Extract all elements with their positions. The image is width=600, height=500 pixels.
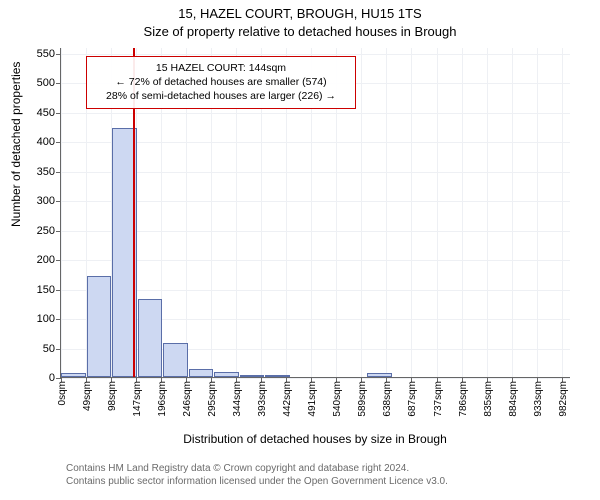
y-tick-label: 450: [37, 107, 61, 119]
footer-attribution: Contains HM Land Registry data © Crown c…: [66, 462, 448, 488]
chart-title: 15, HAZEL COURT, BROUGH, HU15 1TS: [0, 6, 600, 21]
x-tick-label: 442sqm: [282, 377, 293, 417]
histogram-bar: [189, 369, 214, 377]
y-tick-label: 350: [37, 166, 61, 178]
gridline-h: [61, 142, 570, 143]
y-tick-label: 400: [37, 136, 61, 148]
gridline-v: [411, 48, 412, 377]
gridline-v: [562, 48, 563, 377]
x-tick-label: 393sqm: [257, 377, 268, 417]
x-tick-label: 0sqm: [57, 377, 68, 405]
x-tick-label: 638sqm: [382, 377, 393, 417]
x-tick-label: 884sqm: [508, 377, 519, 417]
histogram-bar: [163, 343, 188, 377]
x-tick-label: 589sqm: [357, 377, 368, 417]
annotation-line: 28% of semi-detached houses are larger (…: [93, 89, 349, 103]
x-tick-label: 98sqm: [107, 377, 118, 411]
annotation-line: 15 HAZEL COURT: 144sqm: [93, 61, 349, 75]
histogram-bar: [138, 299, 163, 377]
gridline-v: [462, 48, 463, 377]
gridline-h: [61, 290, 570, 291]
footer-line-1: Contains HM Land Registry data © Crown c…: [66, 462, 448, 475]
gridline-h: [61, 201, 570, 202]
y-tick-label: 50: [43, 343, 61, 355]
x-tick-label: 246sqm: [182, 377, 193, 417]
y-tick-label: 100: [37, 313, 61, 325]
gridline-h: [61, 231, 570, 232]
y-tick-label: 200: [37, 254, 61, 266]
annotation-line: ← 72% of detached houses are smaller (57…: [93, 75, 349, 89]
histogram-bar: [87, 276, 112, 377]
gridline-v: [537, 48, 538, 377]
gridline-v: [386, 48, 387, 377]
x-tick-label: 982sqm: [558, 377, 569, 417]
x-tick-label: 835sqm: [483, 377, 494, 417]
x-axis-label: Distribution of detached houses by size …: [60, 432, 570, 446]
gridline-v: [437, 48, 438, 377]
annotation-box: 15 HAZEL COURT: 144sqm← 72% of detached …: [86, 56, 356, 109]
histogram-bar: [240, 375, 265, 377]
gridline-h: [61, 113, 570, 114]
x-tick-label: 295sqm: [207, 377, 218, 417]
gridline-v: [487, 48, 488, 377]
histogram-bar: [265, 375, 290, 377]
x-tick-label: 786sqm: [458, 377, 469, 417]
x-tick-label: 344sqm: [232, 377, 243, 417]
x-tick-label: 933sqm: [533, 377, 544, 417]
x-tick-label: 491sqm: [307, 377, 318, 417]
gridline-h: [61, 54, 570, 55]
gridline-v: [512, 48, 513, 377]
y-axis-label: Number of detached properties: [9, 187, 23, 227]
histogram-bar: [214, 372, 239, 377]
x-tick-label: 687sqm: [407, 377, 418, 417]
y-tick-label: 300: [37, 195, 61, 207]
y-tick-label: 150: [37, 284, 61, 296]
gridline-v: [361, 48, 362, 377]
y-tick-label: 500: [37, 77, 61, 89]
y-tick-label: 550: [37, 48, 61, 60]
x-tick-label: 737sqm: [433, 377, 444, 417]
chart-subtitle: Size of property relative to detached ho…: [0, 24, 600, 39]
footer-line-2: Contains public sector information licen…: [66, 475, 448, 488]
histogram-bar: [367, 373, 392, 377]
histogram-bar: [61, 373, 86, 377]
gridline-h: [61, 260, 570, 261]
x-tick-label: 540sqm: [332, 377, 343, 417]
x-tick-label: 147sqm: [132, 377, 143, 417]
x-tick-label: 196sqm: [157, 377, 168, 417]
gridline-v: [61, 48, 62, 377]
y-tick-label: 250: [37, 225, 61, 237]
x-tick-label: 49sqm: [82, 377, 93, 411]
gridline-h: [61, 172, 570, 173]
